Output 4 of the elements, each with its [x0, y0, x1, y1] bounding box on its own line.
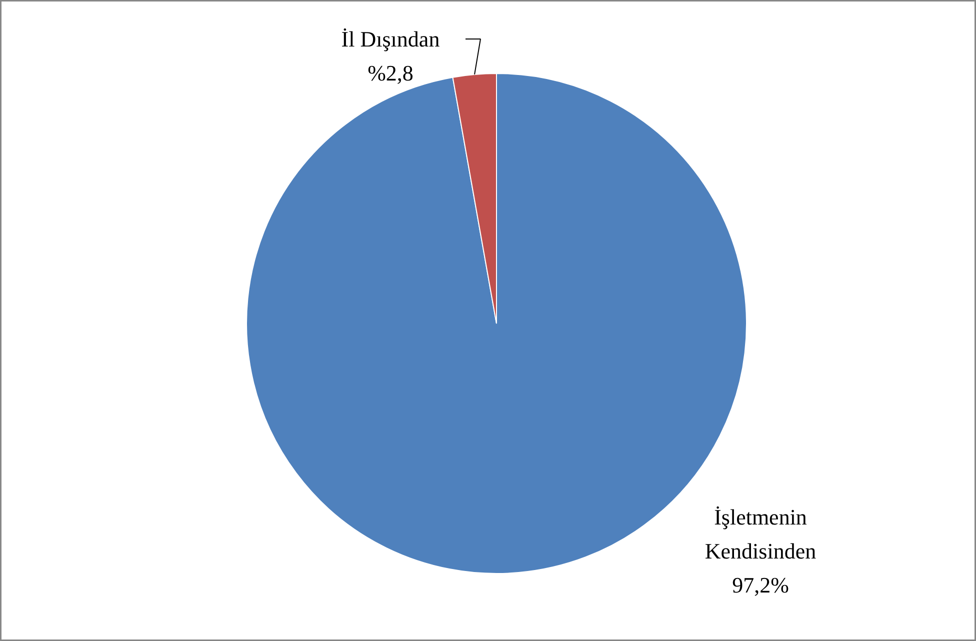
- slice-label: İşletmenin Kendisinden: [704, 504, 816, 564]
- slice-label: İl Dışından: [341, 26, 440, 52]
- data-label: %2,8: [368, 60, 414, 86]
- data-label: 97,2%: [732, 572, 789, 598]
